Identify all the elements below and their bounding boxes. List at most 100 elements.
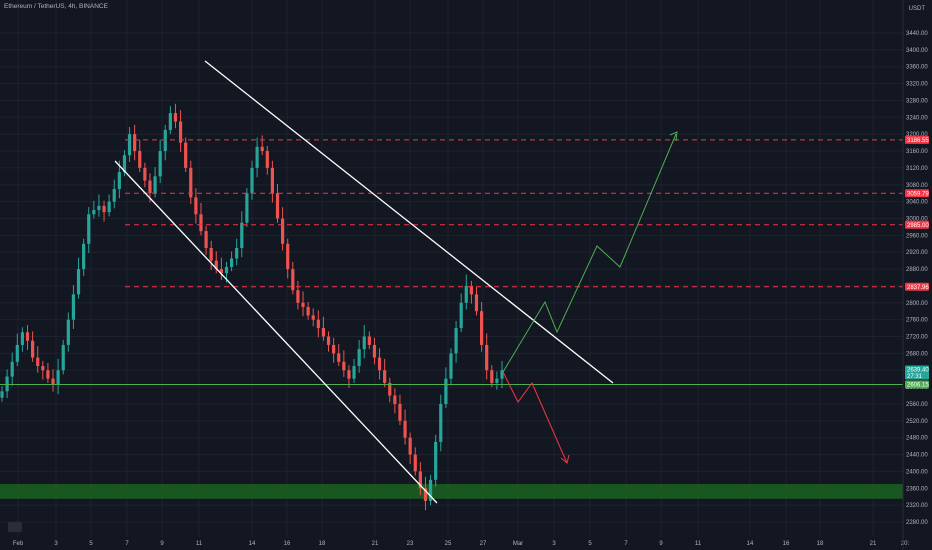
candle-body — [82, 243, 86, 270]
candle-body — [296, 290, 300, 303]
candle-body — [474, 294, 479, 312]
candle-body — [25, 332, 30, 341]
candle-body — [500, 370, 504, 379]
price-tag-level-3186 — [905, 135, 929, 144]
candle-body — [377, 357, 382, 371]
candle-body — [76, 269, 81, 295]
price-tick-label: 2440.00 — [906, 453, 928, 459]
bullish-arrowhead-icon — [669, 131, 678, 142]
price-tick-label: 3080.00 — [906, 183, 928, 189]
candle-body — [321, 328, 326, 337]
candle-body — [255, 146, 259, 168]
candle-body — [168, 113, 172, 130]
candle-body — [260, 146, 264, 152]
price-tick-label: 2800.00 — [906, 301, 928, 307]
time-tick-label: 7 — [624, 541, 628, 547]
candle-body — [0, 391, 4, 398]
channel-lower-line[interactable] — [114, 160, 438, 504]
candle-body — [173, 113, 178, 122]
price-tick-label: 3240.00 — [906, 115, 928, 121]
candle-body — [127, 134, 132, 156]
price-tick-label: 2720.00 — [906, 335, 928, 341]
time-tick-label: 20: — [901, 541, 910, 547]
price-tick-label: 3320.00 — [906, 82, 928, 88]
candle-body — [133, 134, 137, 152]
candle-body — [158, 151, 162, 177]
candle-body — [332, 344, 336, 354]
time-tick-label: 3 — [552, 541, 556, 547]
candle-body — [240, 222, 244, 248]
price-tick-label: 2320.00 — [906, 503, 928, 509]
time-tick-label: 7 — [125, 541, 129, 547]
candle-body — [235, 247, 239, 259]
candle-body — [413, 454, 417, 472]
candle-body — [449, 353, 453, 379]
candle-body — [301, 302, 305, 308]
candle-body — [270, 167, 275, 194]
candle-body — [163, 129, 167, 152]
price-tick-label: 2880.00 — [906, 267, 928, 273]
bearish-projection-path[interactable] — [502, 371, 568, 464]
time-tick-label: 5 — [89, 541, 93, 547]
candle-body — [464, 285, 468, 303]
bullish-projection-path[interactable] — [502, 133, 677, 373]
candle-body — [275, 193, 280, 219]
price-tick-label: 3120.00 — [906, 166, 928, 172]
candle-body — [423, 488, 428, 501]
candle-body — [403, 420, 407, 438]
channel-upper-line[interactable] — [204, 60, 614, 384]
candle-body — [485, 344, 489, 371]
time-tick-label: 14 — [747, 541, 754, 547]
candle-body — [199, 214, 203, 232]
candle-body — [495, 378, 499, 383]
candle-body — [265, 151, 269, 168]
candle-body — [398, 403, 402, 421]
candle-body — [143, 167, 147, 181]
candle-body — [347, 370, 351, 379]
candle-body — [224, 266, 229, 274]
time-tick-label: 11 — [196, 541, 203, 547]
price-tick-label: 2400.00 — [906, 469, 928, 475]
candle-body — [326, 336, 331, 345]
current-price-tag-text: 2639.40 — [907, 367, 929, 373]
candle-body — [316, 319, 320, 329]
current-price-tag — [905, 365, 929, 380]
candle-body — [71, 294, 76, 320]
candle-body — [56, 370, 60, 385]
candle-body — [153, 176, 157, 194]
current-price-tag-text: 27:31 — [907, 374, 923, 380]
price-tag-level-2837-text: 2837.96 — [907, 285, 929, 291]
price-tick-label: 3440.00 — [906, 31, 928, 37]
candle-body — [490, 370, 494, 383]
price-tick-label: 3000.00 — [906, 216, 928, 222]
candle-body — [117, 172, 121, 189]
candle-body — [20, 332, 25, 345]
candle-body — [36, 357, 40, 367]
candle-body — [66, 319, 70, 345]
candle-body — [61, 344, 65, 371]
time-tick-label: 9 — [659, 541, 663, 547]
candle-body — [388, 382, 392, 396]
candle-body — [372, 344, 377, 358]
price-tick-label: 3200.00 — [906, 132, 928, 138]
time-tick-label: 27 — [480, 541, 487, 547]
candle-body — [337, 353, 341, 362]
candle-body — [97, 205, 101, 211]
support-price-tag — [905, 380, 929, 389]
demand-zone — [0, 484, 903, 499]
price-tag-level-3059-text: 3059.79 — [907, 191, 929, 197]
bearish-arrowhead-icon — [560, 454, 570, 464]
time-tick-label: 3 — [54, 541, 58, 547]
time-tick-label: 18 — [817, 541, 824, 547]
price-tick-label: 2760.00 — [906, 318, 928, 324]
candle-body — [342, 361, 346, 371]
price-tick-label: 2520.00 — [906, 419, 928, 425]
candle-body — [219, 269, 223, 274]
price-tag-level-2985 — [905, 220, 929, 229]
candle-body — [178, 121, 183, 143]
time-tick-label: Feb — [13, 541, 24, 547]
candle-body — [459, 302, 463, 329]
price-tick-label: 3160.00 — [906, 149, 928, 155]
